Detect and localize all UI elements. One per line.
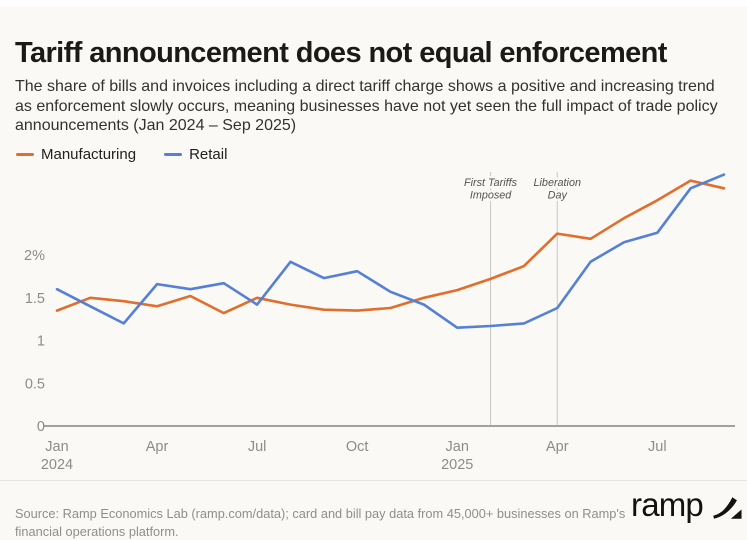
series-line-manufacturing xyxy=(55,179,726,315)
annotation-label: Liberation xyxy=(534,177,581,189)
line-chart: 0 0.5 1 1.5 2% Jan 2024 Apr Jul Oct Jan 2025 Apr Jul F… xyxy=(0,165,747,480)
ramp-logo: ramp xyxy=(631,486,743,524)
x-tick-year-label: 2025 xyxy=(441,457,473,473)
annotation-label: Imposed xyxy=(470,190,512,202)
annotation-label: Day xyxy=(548,190,568,202)
chart-legend: Manufacturing Retail xyxy=(16,146,227,163)
top-strip xyxy=(0,0,747,7)
x-tick-label: Jan xyxy=(446,439,469,455)
x-tick-label: Jul xyxy=(648,439,667,455)
x-tick-label: Apr xyxy=(146,439,169,455)
legend-item-manufacturing: Manufacturing xyxy=(16,146,136,163)
x-tick-label: Jan xyxy=(45,439,68,455)
x-tick-label: Jul xyxy=(248,439,267,455)
chart-svg: 0 0.5 1 1.5 2% Jan 2024 Apr Jul Oct Jan 2025 Apr Jul F… xyxy=(24,172,735,473)
y-tick-label: 0.5 xyxy=(25,376,45,392)
y-tick-label: 1 xyxy=(37,334,45,350)
annotation-label: First Tariffs xyxy=(464,177,518,189)
y-tick-label: 2% xyxy=(24,248,45,264)
retail-line-swatch-icon xyxy=(164,153,183,156)
y-tick-label: 1.5 xyxy=(25,291,45,307)
x-tick-year-label: 2024 xyxy=(41,457,73,473)
x-tick-label: Apr xyxy=(546,439,569,455)
x-tick-label: Oct xyxy=(346,439,369,455)
series-line-retail xyxy=(55,173,726,329)
ramp-logo-text: ramp xyxy=(631,486,704,523)
source-note: Source: Ramp Economics Lab (ramp.com/dat… xyxy=(15,505,626,540)
manufacturing-line-swatch-icon xyxy=(16,153,34,156)
chart-subtitle: The share of bills and invoices includin… xyxy=(15,78,718,134)
legend-label: Retail xyxy=(189,146,228,163)
footer-divider xyxy=(0,480,747,481)
ramp-swoosh-icon xyxy=(713,497,742,519)
legend-label: Manufacturing xyxy=(41,146,137,163)
page-title: Tariff announcement does not equal enfor… xyxy=(15,37,667,70)
y-tick-label: 0 xyxy=(37,419,45,435)
legend-item-retail: Retail xyxy=(164,146,227,163)
